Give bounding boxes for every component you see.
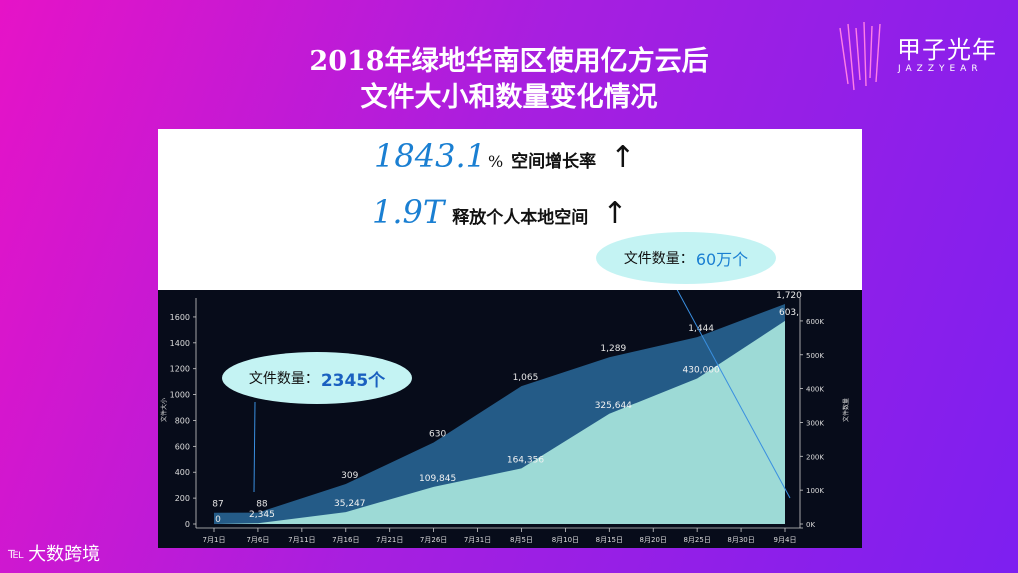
data-label-count-origin: 0 — [215, 515, 221, 525]
callout-start-count: 文件数量： 2345个 — [222, 352, 412, 404]
data-label-size: 1,720 — [776, 291, 802, 301]
footer-mark-icon: ℡ — [8, 544, 25, 562]
y-tick-left-label: 400 — [175, 468, 190, 477]
x-tick-label: 7月21日 — [376, 536, 403, 544]
x-tick-label: 8月25日 — [683, 536, 710, 544]
x-tick-label: 8月20日 — [640, 536, 667, 544]
data-label-size: 309 — [341, 471, 358, 481]
y-axis-left-title: 文件大小 — [160, 398, 168, 422]
data-label-size: 1,289 — [600, 344, 626, 354]
x-tick-label: 7月31日 — [464, 536, 491, 544]
x-tick-label: 9月4日 — [774, 536, 797, 544]
x-tick-label: 7月11日 — [288, 536, 315, 544]
y-tick-right-label: 500K — [806, 352, 824, 360]
stat-freed-value: 1.9T — [372, 193, 445, 231]
y-tick-left-label: 1200 — [170, 365, 190, 374]
callout-end-pointer — [676, 290, 791, 499]
y-tick-right-label: 100K — [806, 487, 824, 495]
data-label-count: 603, — [779, 308, 799, 318]
y-tick-left-label: 1400 — [170, 339, 190, 348]
footer-logo: ℡ 大数跨境 — [8, 540, 100, 566]
x-tick-label: 7月6日 — [246, 536, 269, 544]
x-tick-label: 7月1日 — [203, 536, 226, 544]
y-tick-right-label: 0K — [806, 521, 815, 529]
x-tick-label: 7月16日 — [332, 536, 359, 544]
up-arrow-icon: ↑ — [602, 196, 628, 231]
title-line-1: 2018年绿地华南区使用亿方云后 — [309, 46, 709, 77]
data-label-count: 325,644 — [595, 401, 632, 411]
brand-logo: 甲子光年 JAZZYEAR — [832, 18, 1012, 98]
x-tick-label: 8月10日 — [552, 536, 579, 544]
stats-panel: 1843.1 % 空间增长率 ↑ 1.9T 释放个人本地空间 ↑ — [158, 129, 862, 290]
callout-start-value: 2345个 — [320, 370, 386, 391]
brand-subtitle: JAZZYEAR — [898, 64, 983, 74]
brand-name: 甲子光年 — [897, 36, 997, 64]
y-tick-right-label: 600K — [806, 318, 824, 326]
y-tick-left-label: 0 — [185, 520, 190, 529]
data-label-size: 88 — [256, 500, 268, 510]
slide-title: 2018年绿地华南区使用亿方云后 文件大小和数量变化情况 — [200, 44, 818, 116]
data-label-size: 1,065 — [513, 373, 539, 383]
stat-growth-unit: % — [487, 152, 504, 171]
y-tick-left-label: 200 — [175, 494, 190, 503]
x-tick-label: 8月30日 — [727, 536, 754, 544]
callout-end-label: 文件数量： — [623, 251, 694, 267]
footer-name: 大数跨境 — [28, 544, 101, 565]
up-arrow-icon: ↑ — [610, 140, 636, 175]
y-tick-left-label: 600 — [175, 442, 190, 451]
x-tick-label: 8月15日 — [596, 536, 623, 544]
area-chart: 0 200 400 600 800 1000 1200 1400 1600 0K 100K 200K 3… — [160, 290, 850, 544]
y-tick-left-label: 1600 — [170, 313, 190, 322]
stat-growth-rate: 1843.1 % 空间增长率 ↑ — [374, 137, 635, 175]
stat-freed-space: 1.9T 释放个人本地空间 ↑ — [372, 193, 627, 231]
chart-panel: 0 200 400 600 800 1000 1200 1400 1600 0K 100K 200K 3… — [158, 290, 862, 548]
callout-end-value: 60万个 — [695, 250, 749, 269]
y-tick-right-label: 400K — [806, 386, 824, 394]
stat-growth-label: 空间增长率 — [511, 152, 597, 172]
title-line-2: 文件大小和数量变化情况 — [360, 82, 658, 113]
data-label-count: 109,845 — [419, 474, 456, 484]
data-label-count: 2,345 — [249, 510, 275, 520]
data-label-size: 630 — [429, 429, 446, 439]
stat-freed-label: 释放个人本地空间 — [452, 208, 589, 228]
callout-start-label: 文件数量： — [248, 371, 319, 387]
data-label-count: 35,247 — [334, 499, 366, 509]
y-axis-right-title: 文件数量 — [842, 398, 850, 422]
callout-end-count: 文件数量： 60万个 — [596, 232, 776, 284]
data-label-size: 1,444 — [688, 324, 714, 334]
series-count-area — [214, 320, 785, 524]
brand-lines-icon — [839, 21, 881, 91]
x-tick-label: 7月26日 — [420, 536, 447, 544]
data-label-size: 87 — [212, 500, 223, 510]
callout-start-pointer — [253, 401, 256, 493]
data-label-count: 164,356 — [507, 455, 544, 465]
stat-growth-value: 1843.1 — [374, 137, 486, 175]
y-tick-left-label: 800 — [175, 416, 190, 425]
y-tick-right-label: 300K — [806, 419, 824, 427]
data-label-count: 430,000 — [683, 365, 720, 375]
y-tick-left-label: 1000 — [170, 391, 190, 400]
y-tick-right-label: 200K — [806, 453, 824, 461]
x-tick-label: 8月5日 — [510, 536, 533, 544]
